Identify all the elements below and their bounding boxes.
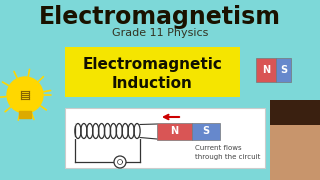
Text: Electromagnetism: Electromagnetism: [39, 5, 281, 29]
Text: S: S: [280, 65, 287, 75]
Bar: [65, 108, 265, 168]
Text: S: S: [203, 127, 210, 136]
Bar: [270, 100, 320, 125]
Text: through the circuit: through the circuit: [195, 154, 260, 160]
Text: Electromagnetic: Electromagnetic: [83, 57, 222, 71]
Bar: [65, 47, 240, 97]
Circle shape: [7, 77, 43, 113]
Bar: [270, 100, 320, 180]
Bar: [276, 58, 291, 82]
Text: N: N: [262, 65, 270, 75]
Text: N: N: [171, 127, 179, 136]
Text: Grade 11 Physics: Grade 11 Physics: [112, 28, 208, 38]
Bar: [192, 123, 220, 140]
Bar: [157, 123, 192, 140]
Text: Induction: Induction: [112, 75, 193, 91]
Text: Current flows: Current flows: [195, 145, 242, 151]
Bar: [256, 58, 276, 82]
Circle shape: [114, 156, 126, 168]
Bar: [19, 111, 31, 118]
